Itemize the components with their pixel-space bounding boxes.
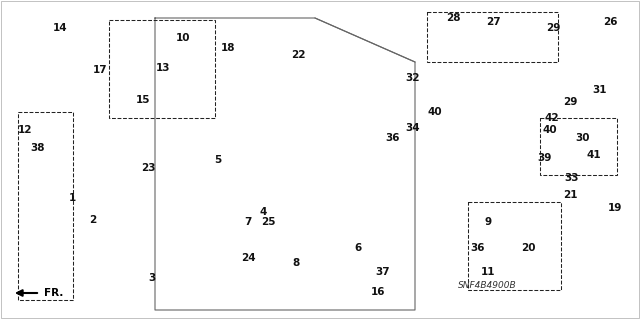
- Text: 10: 10: [176, 33, 190, 43]
- Text: 38: 38: [31, 143, 45, 153]
- Text: 5: 5: [214, 155, 221, 165]
- Bar: [427, 12, 558, 62]
- Bar: [540, 118, 617, 175]
- Text: 14: 14: [52, 23, 67, 33]
- Text: 15: 15: [136, 95, 150, 105]
- Bar: [109, 20, 215, 118]
- Text: 1: 1: [68, 193, 76, 203]
- Text: 9: 9: [484, 217, 492, 227]
- Bar: [18, 112, 73, 300]
- Text: 25: 25: [260, 217, 275, 227]
- Text: 3: 3: [148, 273, 156, 283]
- Text: 17: 17: [93, 65, 108, 75]
- Text: 28: 28: [445, 13, 460, 23]
- Text: 40: 40: [543, 125, 557, 135]
- Text: FR.: FR.: [44, 288, 63, 298]
- Text: 22: 22: [291, 50, 305, 60]
- Text: 36: 36: [471, 243, 485, 253]
- Text: 37: 37: [376, 267, 390, 277]
- Text: 19: 19: [608, 203, 622, 213]
- Text: 8: 8: [292, 258, 300, 268]
- Text: 24: 24: [241, 253, 255, 263]
- Text: 29: 29: [546, 23, 560, 33]
- Text: 30: 30: [576, 133, 590, 143]
- Text: 31: 31: [593, 85, 607, 95]
- Text: 41: 41: [587, 150, 602, 160]
- Text: 21: 21: [563, 190, 577, 200]
- Text: 34: 34: [406, 123, 420, 133]
- Text: 26: 26: [603, 17, 617, 27]
- Text: SNF4B4900B: SNF4B4900B: [458, 280, 516, 290]
- Text: 12: 12: [18, 125, 32, 135]
- Text: 11: 11: [481, 267, 495, 277]
- Text: 33: 33: [564, 173, 579, 183]
- Text: 13: 13: [156, 63, 170, 73]
- Text: 39: 39: [538, 153, 552, 163]
- Text: 4: 4: [259, 207, 267, 217]
- Text: 2: 2: [90, 215, 97, 225]
- Text: 40: 40: [428, 107, 442, 117]
- Text: 23: 23: [141, 163, 156, 173]
- Text: 18: 18: [221, 43, 236, 53]
- Text: 20: 20: [521, 243, 535, 253]
- Text: 16: 16: [371, 287, 385, 297]
- Bar: [468, 202, 561, 290]
- Text: 7: 7: [244, 217, 252, 227]
- Text: 6: 6: [355, 243, 362, 253]
- Text: 32: 32: [406, 73, 420, 83]
- Text: 36: 36: [386, 133, 400, 143]
- Text: 29: 29: [563, 97, 577, 107]
- Text: 27: 27: [486, 17, 500, 27]
- Text: 42: 42: [545, 113, 559, 123]
